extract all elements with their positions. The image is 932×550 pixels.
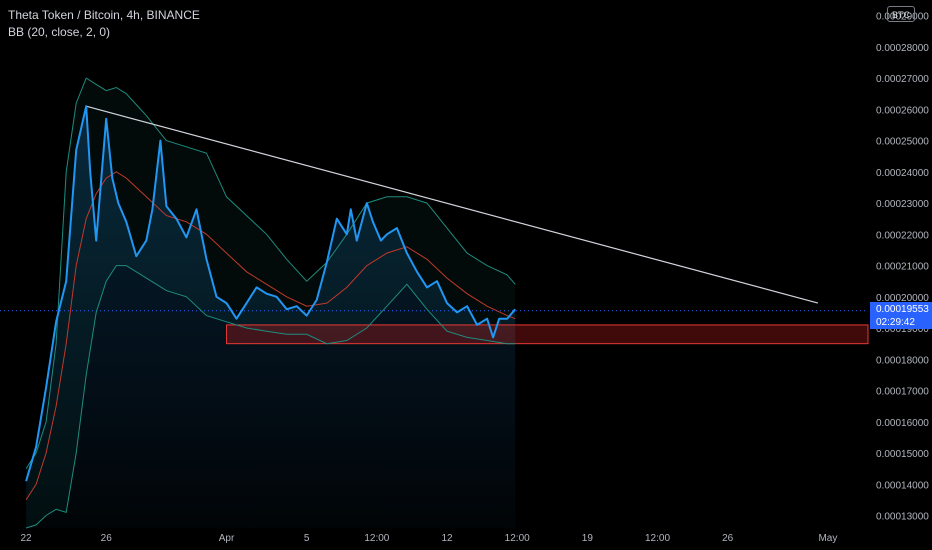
x-tick-label: 12:00 (505, 533, 530, 544)
y-tick-label: 0.00026000 (876, 105, 929, 116)
trendline (86, 105, 819, 304)
x-tick-label: 12:00 (645, 533, 670, 544)
support-zone (226, 324, 869, 345)
y-tick-label: 0.00018000 (876, 355, 929, 366)
close-price-line (25, 105, 516, 482)
chart-legend: Theta Token / Bitcoin, 4h, BINANCE BB (2… (8, 7, 200, 41)
y-tick-label: 0.00022000 (876, 230, 929, 241)
y-tick-label: 0.00027000 (876, 74, 929, 85)
y-tick-label: 0.00019000 (876, 324, 929, 335)
x-tick-label: 12:00 (364, 533, 389, 544)
indicator-label[interactable]: BB (20, close, 2, 0) (8, 25, 111, 39)
bb-basis-line (25, 171, 516, 501)
x-tick-label: 26 (101, 533, 113, 544)
y-tick-label: 0.00025000 (876, 137, 929, 148)
y-tick-label: 0.00020000 (876, 293, 929, 304)
bb-lower-line (25, 265, 516, 529)
x-tick-label: 22 (20, 533, 32, 544)
x-tick-label: 26 (722, 533, 734, 544)
x-tick-label: 19 (582, 533, 594, 544)
bar-countdown: 02:29:42 (876, 317, 915, 328)
y-tick-label: 0.00023000 (876, 199, 929, 210)
y-tick-label: 0.00014000 (876, 480, 929, 491)
price-area-fill (26, 106, 516, 528)
last-price-value: 0.00019553 (876, 304, 929, 315)
bb-upper-line (25, 77, 516, 469)
x-tick-label: 12 (441, 533, 453, 544)
y-tick-label: 0.00015000 (876, 449, 929, 460)
x-tick-label: May (818, 533, 837, 544)
x-axis: 22 26 Apr 5 12:00 12 12:00 19 12:00 26 May (20, 533, 837, 544)
x-tick-label: 5 (304, 533, 310, 544)
chart-lines-layer (0, 77, 868, 529)
y-tick-label: 0.00016000 (876, 418, 929, 429)
last-price-tag: 0.00019553 02:29:42 (870, 302, 932, 329)
bb-band-fill (26, 78, 516, 528)
currency-badge[interactable]: BTC (887, 6, 915, 22)
y-tick-label: 0.00028000 (876, 43, 929, 54)
chart-title: Theta Token / Bitcoin, 4h, BINANCE (8, 8, 200, 22)
y-axis: 0.00013000 0.00014000 0.00015000 0.00016000… (876, 12, 929, 523)
y-tick-label: 0.00029000 (876, 12, 929, 23)
x-tick-label: Apr (219, 533, 235, 544)
y-tick-label: 0.00024000 (876, 168, 929, 179)
y-tick-label: 0.00021000 (876, 262, 929, 273)
y-tick-label: 0.00017000 (876, 387, 929, 398)
y-tick-label: 0.00013000 (876, 512, 929, 523)
chart-fill-layer (26, 78, 869, 528)
